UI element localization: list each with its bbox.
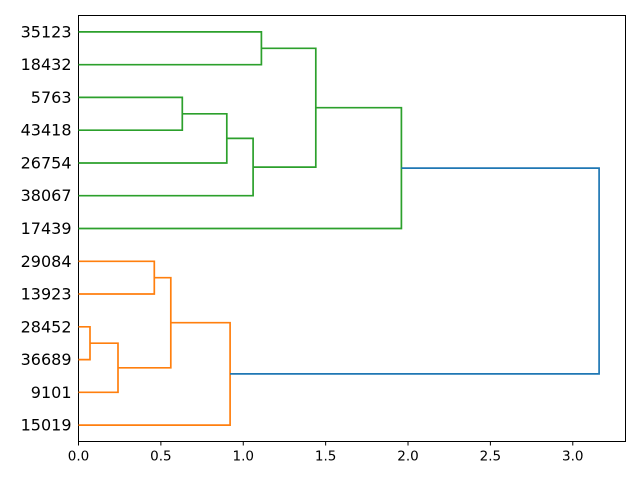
x-tick-label: 1.5 — [315, 449, 336, 465]
leaf-label: 26754 — [21, 153, 72, 172]
leaf-label: 5763 — [31, 88, 72, 107]
x-tick-label: 2.5 — [480, 449, 501, 465]
x-tick-label: 3.0 — [562, 449, 583, 465]
leaf-label: 15019 — [21, 416, 72, 435]
x-tick-label: 2.0 — [397, 449, 418, 465]
leaf-label: 35123 — [21, 22, 72, 41]
leaf-label: 9101 — [31, 383, 72, 402]
x-tick-label: 1.0 — [233, 449, 254, 465]
leaf-label: 36689 — [21, 350, 72, 369]
leaf-label: 13923 — [21, 285, 72, 304]
leaf-label: 18432 — [21, 55, 72, 74]
leaf-label: 38067 — [21, 186, 72, 205]
leaf-label: 28452 — [21, 317, 72, 336]
leaf-label: 29084 — [21, 252, 72, 271]
x-tick-label: 0.0 — [68, 449, 89, 465]
leaf-label: 17439 — [21, 219, 72, 238]
dendrogram-link — [230, 167, 600, 375]
x-tick-label: 0.5 — [150, 449, 171, 465]
leaf-label: 43418 — [21, 121, 72, 140]
